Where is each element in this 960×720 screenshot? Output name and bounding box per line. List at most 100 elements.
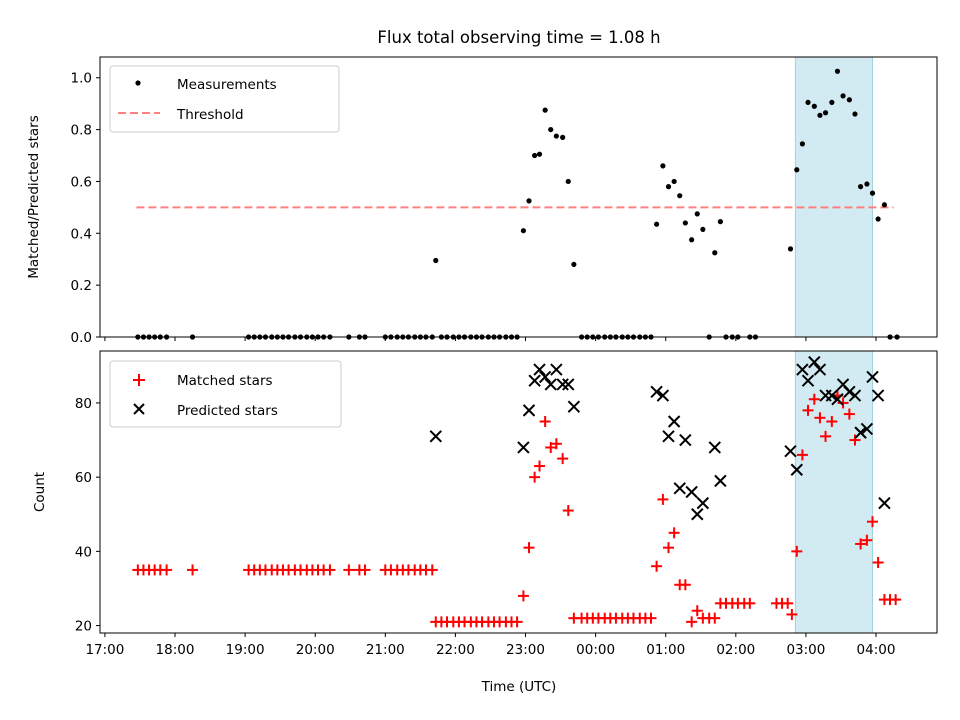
predicted-star-point (691, 508, 704, 521)
matched-star-point (786, 608, 798, 620)
x-tick-label: 20:00 (296, 642, 335, 658)
matched-star-point (679, 579, 691, 591)
x-tick-label: 18:00 (156, 642, 195, 658)
bottom-y-ticks: 20 40 60 80 (75, 396, 100, 635)
matched-star-point (837, 397, 849, 409)
matched-star-point (550, 438, 562, 450)
legend-measurements-marker (135, 80, 141, 86)
measurement-point (881, 202, 888, 208)
predicted-star-point (562, 378, 575, 391)
measurement-point (665, 184, 672, 190)
predicted-star-point (673, 482, 686, 495)
matched-star-point (651, 560, 663, 572)
bottom-y-tick-label: 40 (75, 544, 92, 560)
matched-star-point (517, 590, 529, 602)
x-tick-label: 22:00 (436, 642, 475, 658)
bottom-legend: Matched stars Predicted stars (109, 360, 342, 428)
bottom-axes-frame (99, 350, 938, 634)
measurement-point (857, 184, 864, 190)
measurement-point (560, 134, 566, 140)
matched-star-point (539, 416, 551, 427)
predicted-star-point (556, 378, 569, 391)
predicted-star-point (854, 426, 867, 439)
x-tick-label: 17:00 (85, 642, 124, 658)
measurement-point (869, 190, 876, 196)
measurement-point (787, 246, 794, 252)
measurement-point (840, 93, 846, 99)
legend-measurements-label: Measurements (177, 77, 277, 93)
top-y-tick-label: 0.4 (71, 226, 92, 242)
predicted-star-point (843, 385, 856, 399)
measurement-point (682, 220, 688, 226)
matched-star-point (782, 597, 794, 609)
measurement-point (660, 163, 666, 169)
chart-title: Flux total observing time = 1.08 h (377, 28, 660, 47)
x-tick-label: 03:00 (786, 642, 825, 658)
x-tick-label: 02:00 (716, 642, 755, 658)
matched-star-point (343, 564, 355, 576)
measurement-point (542, 107, 548, 113)
predicted-star-point (685, 485, 698, 499)
measurement-point (520, 228, 527, 234)
legend-predicted-marker (133, 403, 145, 415)
bottom-y-axis-label: Count (32, 472, 48, 512)
top-y-tick-label: 1.0 (71, 71, 92, 87)
measurement-point (864, 181, 870, 187)
measurement-point (834, 68, 841, 74)
matched-star-point (359, 564, 371, 576)
matched-star-point (663, 542, 675, 554)
predicted-star-point (517, 441, 530, 454)
predicted-star-point (860, 422, 874, 436)
legend-matched-marker (133, 374, 145, 386)
matched-star-point (645, 612, 657, 624)
matched-star-point (814, 412, 826, 424)
measurement-point (694, 211, 700, 217)
predicted-star-point (831, 393, 844, 406)
measurement-point (677, 193, 683, 199)
measurement-point (717, 219, 723, 225)
predicted-star-point (528, 374, 541, 387)
predicted-star-point (656, 389, 670, 402)
x-tick-label: 21:00 (366, 642, 405, 658)
top-axes-frame (99, 56, 938, 338)
matched-star-point (796, 449, 808, 461)
predicted-star-point (848, 389, 862, 402)
matched-star-point (849, 434, 861, 446)
predicted-star-point (714, 474, 727, 488)
top-y-axis-label: Matched/Predicted stars (26, 115, 42, 278)
x-tick-label: 23:00 (506, 642, 545, 658)
predicted-star-point (533, 363, 546, 376)
top-x-ticks (104, 337, 877, 341)
predicted-star-point (650, 385, 663, 399)
measurement-point (799, 141, 806, 147)
measurement-point (526, 198, 532, 204)
matched-star-point (557, 453, 569, 465)
predicted-star-point (696, 496, 710, 510)
top-legend: Measurements Threshold (109, 65, 340, 133)
matched-star-point (855, 538, 867, 550)
matched-star-points (132, 390, 902, 628)
measurement-point (875, 216, 881, 222)
measurement-point (712, 250, 718, 256)
top-y-tick-label: 0.0 (71, 330, 92, 346)
matched-star-point (324, 564, 336, 576)
predicted-star-point (790, 463, 804, 476)
measurement-point (794, 167, 800, 173)
predicted-star-point (801, 374, 815, 387)
top-y-tick-label: 0.6 (71, 174, 92, 190)
matched-star-point (668, 527, 680, 539)
legend-predicted-label: Predicted stars (177, 403, 278, 419)
predicted-star-point (544, 378, 557, 391)
matched-star-point (534, 460, 546, 472)
measurement-point (805, 99, 811, 105)
measurement-point (433, 257, 439, 264)
matched-star-point (744, 597, 756, 609)
matched-star-point (523, 542, 535, 554)
measurement-point (811, 103, 817, 109)
predicted-star-point (871, 389, 885, 402)
matched-star-point (826, 416, 838, 427)
predicted-star-point (784, 444, 797, 458)
bottom-x-ticks: 17:00 18:00 19:00 20:00 21:00 22:00 23:00 00:00… (85, 633, 895, 658)
measurement-point (671, 178, 677, 185)
